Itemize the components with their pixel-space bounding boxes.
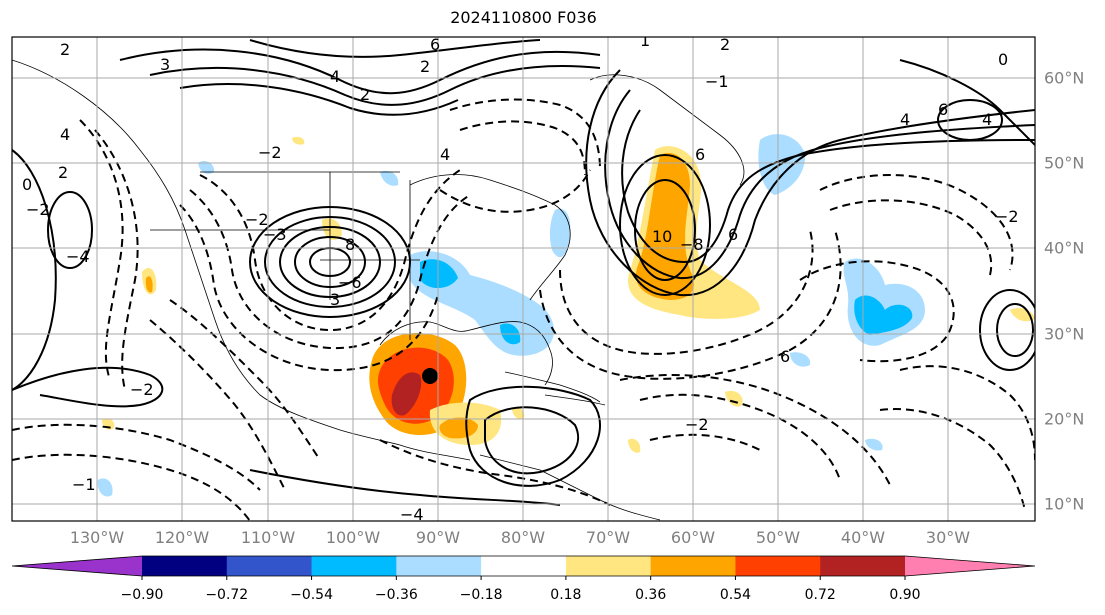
contours	[12, 39, 1035, 506]
contour-label: −2	[685, 415, 709, 434]
longitude-label: 100°W	[325, 528, 381, 547]
longitude-label: 60°W	[670, 528, 716, 547]
contour-label: 4	[900, 110, 910, 129]
colorbar-segment	[565, 556, 652, 576]
contour-label: −3	[263, 225, 287, 244]
cool-anomaly-east-coast	[549, 208, 571, 258]
colorbar-tick-label: −0.18	[459, 587, 503, 603]
contour-label: 3	[160, 55, 170, 74]
longitude-label: 130°W	[69, 528, 125, 547]
contour-label: 10	[652, 227, 672, 246]
colorbar-segment	[820, 556, 906, 576]
contour-label: 2	[420, 57, 430, 76]
contour-label: 2	[720, 35, 730, 54]
latitude-label: 40°N	[1044, 238, 1085, 258]
contour-label: 8	[345, 235, 355, 254]
contour-label: 4	[982, 110, 992, 129]
contour-label: 6	[695, 145, 705, 164]
colorbar-segment	[311, 556, 397, 576]
colorbar	[11, 555, 1036, 580]
colorbar-segment	[735, 556, 821, 576]
colorbar-segment	[650, 556, 736, 576]
colorbar-tick-label: 0.90	[889, 587, 921, 603]
contour-label: 6	[430, 35, 440, 54]
colorbar-segment	[396, 556, 482, 576]
latitude-label: 30°N	[1044, 324, 1085, 344]
longitude-label: 110°W	[240, 528, 296, 547]
colorbar-tick-label: −0.36	[374, 587, 418, 603]
contour-label: −2	[245, 210, 269, 229]
map-frame	[11, 36, 1036, 522]
cool-anomaly-north-atlantic	[758, 134, 806, 195]
contour-label: −4	[400, 505, 424, 524]
contour-label: −2	[130, 380, 154, 399]
contour-label: 2	[60, 40, 70, 59]
longitude-label: 120°W	[154, 528, 210, 547]
contour-label: 0	[22, 175, 32, 194]
map-title: 2024110800 F036	[450, 8, 597, 27]
latitude-label: 50°N	[1044, 153, 1085, 173]
longitude-label: 40°W	[840, 528, 886, 547]
colorbar-tick-label: 0.36	[635, 587, 667, 603]
colorbar-segment	[226, 556, 313, 576]
colorbar-extend-high	[905, 556, 1035, 576]
graticule	[12, 37, 1035, 521]
colorbar-tick-label: 0.54	[719, 587, 752, 603]
contour-label: −1	[705, 72, 729, 91]
contour-label: −2	[258, 143, 282, 162]
colorbar-tick-label: −0.54	[290, 587, 333, 603]
longitude-label: 30°W	[925, 528, 971, 547]
contour-label: 1	[640, 31, 650, 50]
longitude-label: 90°W	[415, 528, 461, 547]
longitude-label: 70°W	[585, 528, 631, 547]
contour-label: 4	[330, 67, 340, 86]
contour-label: −1	[72, 475, 96, 494]
contour-label: 0	[998, 50, 1008, 69]
contour-label: 6	[938, 100, 948, 119]
contour-label: 2	[360, 85, 370, 104]
contour-label: 4	[60, 125, 70, 144]
contour-label: −2	[995, 207, 1019, 226]
contour-label: −4	[66, 247, 90, 266]
contour-label: −8	[680, 235, 704, 254]
colorbar-tick-label: 0.72	[804, 587, 836, 603]
contour-label: −2	[26, 200, 50, 219]
warm-anomaly-gulf-max	[391, 372, 422, 416]
colorbar-tick-label: 0.18	[550, 587, 582, 603]
colorbar-segment	[142, 556, 228, 576]
colorbar-tick-label: −0.72	[205, 587, 249, 603]
storm-center-marker	[422, 368, 438, 384]
latitude-label: 10°N	[1044, 494, 1085, 514]
colorbar-extend-low	[12, 556, 142, 576]
latitude-label: 20°N	[1044, 409, 1085, 429]
contour-label: 4	[440, 145, 450, 164]
longitude-label: 80°W	[500, 528, 546, 547]
colorbar-tick-label: −0.90	[120, 587, 164, 603]
latitude-label: 60°N	[1044, 68, 1085, 88]
colorbar-segment	[481, 556, 567, 576]
contour-label: 6	[728, 225, 738, 244]
contour-label: −6	[338, 273, 362, 292]
longitude-label: 50°W	[755, 528, 801, 547]
contour-label: 3	[330, 290, 340, 309]
contour-label: 6	[780, 347, 790, 366]
contour-label: −4	[580, 15, 604, 34]
contour-label: 2	[58, 163, 68, 182]
